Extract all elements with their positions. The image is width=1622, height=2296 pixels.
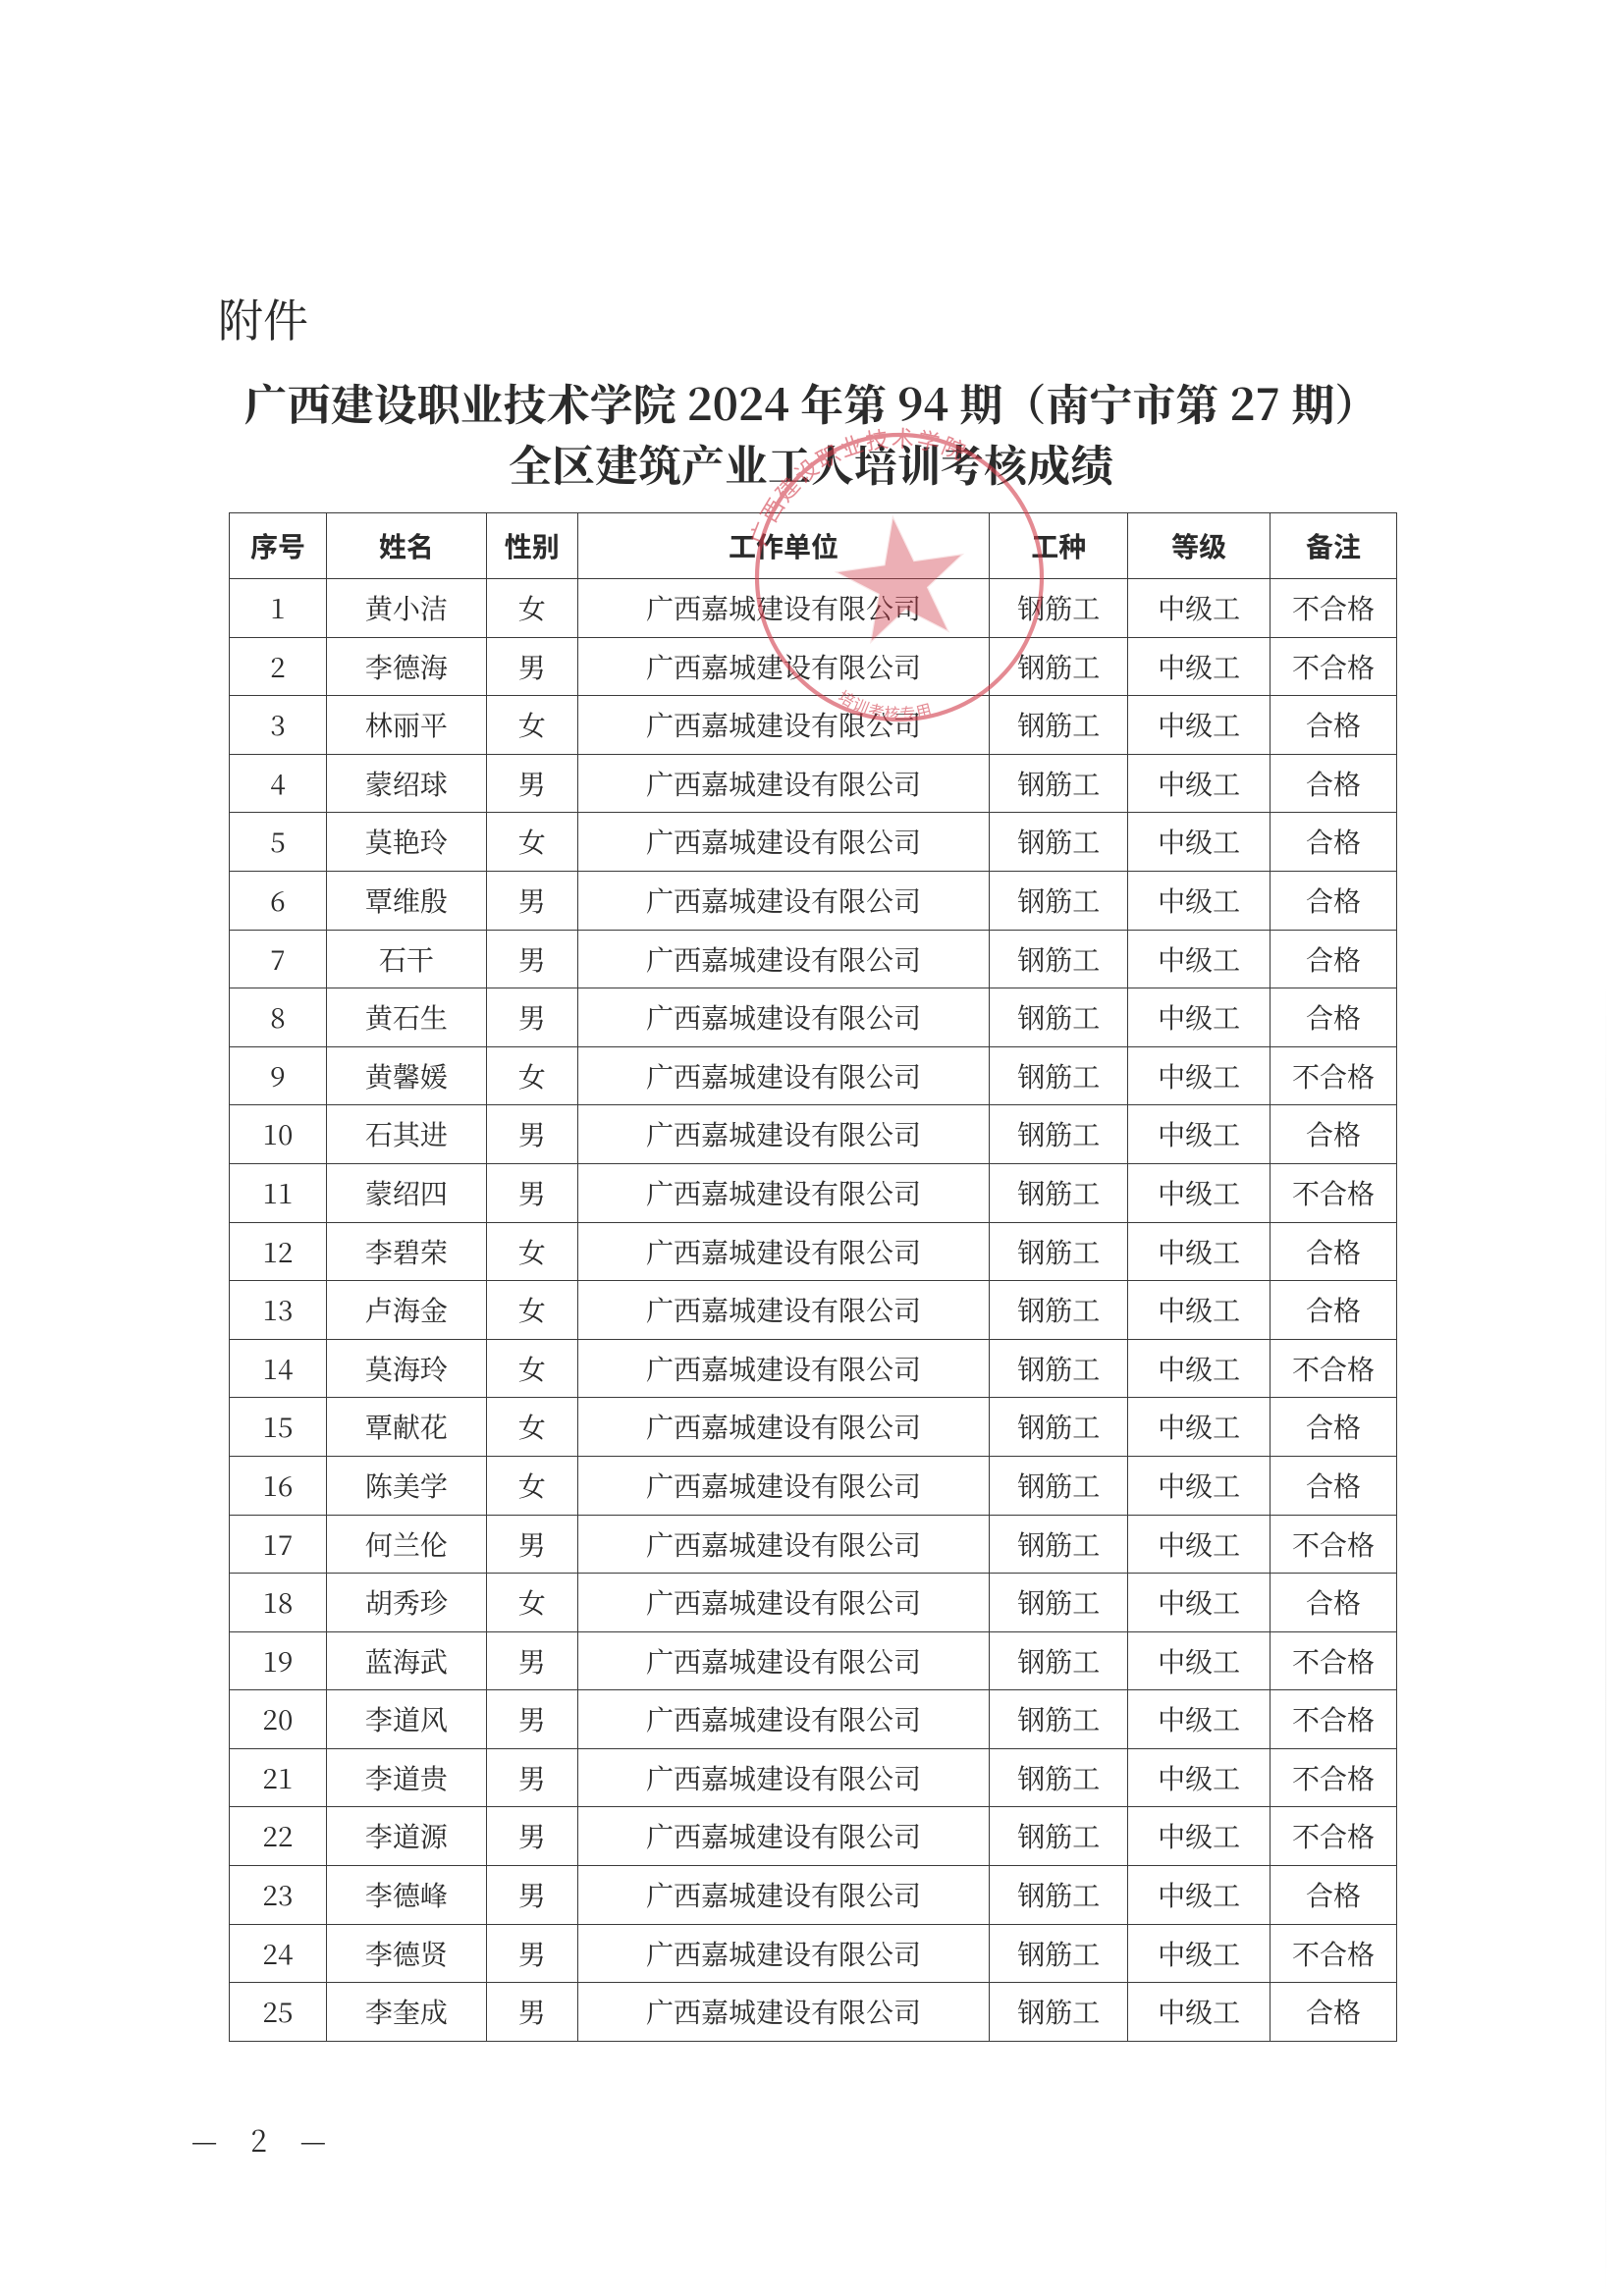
svg-text:培训考核专用: 培训考核专用 xyxy=(835,683,935,724)
svg-text:广西建设职业技术学院: 广西建设职业技术学院 xyxy=(742,420,973,550)
